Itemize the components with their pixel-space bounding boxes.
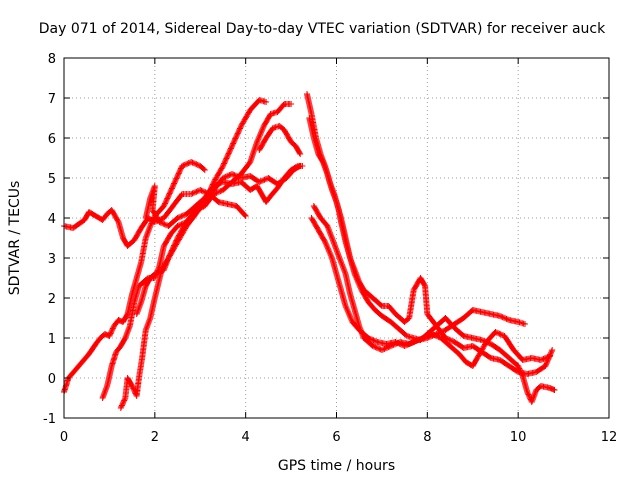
x-tick-label: 2 xyxy=(151,430,159,445)
y-tick-label: 1 xyxy=(48,332,56,347)
y-tick-label: 4 xyxy=(48,212,56,227)
y-tick-label: 6 xyxy=(48,132,56,147)
data-marker-plus xyxy=(306,115,556,377)
series-arc-9 xyxy=(306,115,556,377)
data-marker-plus xyxy=(308,215,553,369)
y-tick-label: 7 xyxy=(48,92,56,107)
x-tick-label: 4 xyxy=(242,430,250,445)
y-tick-label: 2 xyxy=(48,292,56,307)
data-marker-plus xyxy=(310,203,528,353)
chart-title: Day 071 of 2014, Sidereal Day-to-day VTE… xyxy=(39,21,606,37)
x-tick-label: 10 xyxy=(510,430,527,445)
y-tick-label: 3 xyxy=(48,252,56,267)
y-tick-label: 5 xyxy=(48,172,56,187)
y-tick-label: -1 xyxy=(43,412,56,427)
data-series xyxy=(61,91,558,411)
x-axis-label: GPS time / hours xyxy=(278,458,395,474)
x-tick-label: 6 xyxy=(332,430,340,445)
y-tick-label: 0 xyxy=(48,372,56,387)
data-marker-plus xyxy=(142,163,306,229)
series-arc-10 xyxy=(310,203,528,353)
data-marker-plus xyxy=(99,101,295,401)
series-arc-3 xyxy=(99,101,295,401)
series-arc-11 xyxy=(308,215,553,369)
series-arc-7 xyxy=(256,123,304,157)
y-tick-label: 8 xyxy=(48,52,56,67)
data-marker-plus xyxy=(256,123,304,157)
x-tick-label: 12 xyxy=(601,430,618,445)
series-arc-6 xyxy=(142,163,306,229)
x-tick-label: 8 xyxy=(423,430,431,445)
x-tick-label: 0 xyxy=(60,430,68,445)
y-axis-label: SDTVAR / TECUs xyxy=(7,181,23,296)
